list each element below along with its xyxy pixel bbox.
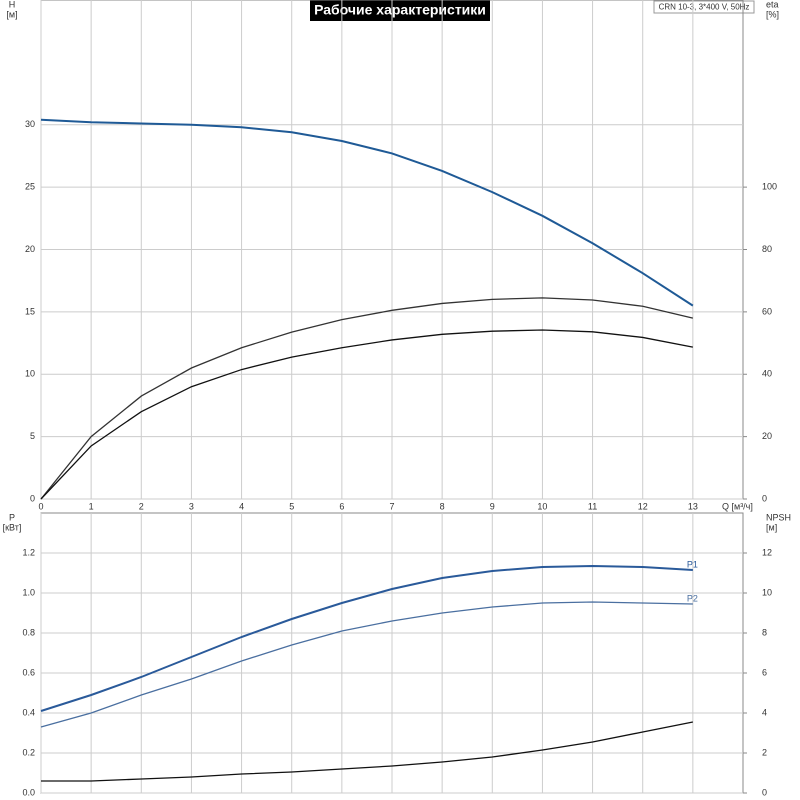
y-tick-label: 15 — [25, 306, 35, 316]
series-label: P2 — [687, 593, 698, 603]
y-axis-unit: [м] — [6, 9, 17, 19]
series-line — [40, 118, 694, 307]
y-tick-label: 20 — [25, 244, 35, 254]
x-tick-label: 12 — [638, 501, 648, 511]
y2-tick-label: 10 — [762, 587, 772, 597]
y-tick-label: 30 — [25, 119, 35, 129]
y2-axis-unit: [м] — [766, 522, 777, 532]
x-tick-label: 13 — [688, 501, 698, 511]
series-line — [40, 564, 693, 712]
series-label: P1 — [687, 559, 698, 569]
y-tick-label: 10 — [25, 369, 35, 379]
y-tick-label: 0.8 — [22, 627, 35, 637]
model-box — [653, 0, 755, 14]
y2-tick-label: 0 — [762, 787, 767, 797]
y-axis-label: H — [9, 0, 16, 9]
x-tick-label: 5 — [289, 501, 294, 511]
series-line — [41, 721, 693, 782]
x-tick-label: 3 — [189, 501, 194, 511]
x-tick-label: 9 — [490, 501, 495, 511]
y2-tick-label: 100 — [762, 182, 777, 192]
y-tick-label: 0.4 — [22, 707, 35, 717]
y2-axis-unit: [%] — [766, 9, 779, 19]
x-tick-label: 2 — [139, 501, 144, 511]
series-line — [40, 297, 694, 500]
x-tick-label: 0 — [38, 501, 43, 511]
x-tick-label: 8 — [440, 501, 445, 511]
y2-tick-label: 2 — [762, 747, 767, 757]
x-tick-label: 6 — [339, 501, 344, 511]
y-tick-label: 1.0 — [22, 587, 35, 597]
series-line — [40, 601, 693, 728]
y2-tick-label: 80 — [762, 244, 772, 254]
x-axis-label: Q [м³/ч] — [722, 501, 753, 511]
y2-tick-label: 6 — [762, 667, 767, 677]
y-tick-label: 0.0 — [22, 787, 35, 797]
model-label: CRN 10-3, 3*400 V, 50Hz — [659, 3, 750, 12]
y2-tick-label: 60 — [762, 306, 772, 316]
y-tick-label: 0 — [30, 493, 35, 503]
y-tick-label: 1.2 — [22, 547, 35, 557]
y-axis-unit: [кВт] — [3, 522, 22, 532]
y-tick-label: 5 — [30, 431, 35, 441]
x-tick-label: 1 — [89, 501, 94, 511]
y2-axis-label: NPSH — [766, 512, 791, 522]
series-line — [40, 329, 693, 500]
title-box — [310, 0, 490, 21]
y2-tick-label: 4 — [762, 707, 767, 717]
y-tick-label: 0.2 — [22, 747, 35, 757]
y2-tick-label: 8 — [762, 627, 767, 637]
y-tick-label: 25 — [25, 182, 35, 192]
y2-tick-label: 12 — [762, 547, 772, 557]
x-tick-label: 7 — [389, 501, 394, 511]
y2-tick-label: 0 — [762, 493, 767, 503]
y-tick-label: 0.6 — [22, 667, 35, 677]
x-tick-label: 10 — [537, 501, 547, 511]
x-tick-label: 4 — [239, 501, 244, 511]
y2-tick-label: 20 — [762, 431, 772, 441]
y2-axis-label: eta — [766, 0, 779, 9]
y2-tick-label: 40 — [762, 369, 772, 379]
x-tick-label: 11 — [588, 501, 597, 511]
y-axis-label: P — [9, 512, 15, 522]
chart-title: Рабочие характеристики — [314, 2, 486, 18]
